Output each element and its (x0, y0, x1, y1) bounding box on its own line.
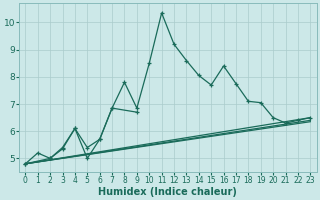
X-axis label: Humidex (Indice chaleur): Humidex (Indice chaleur) (98, 187, 237, 197)
